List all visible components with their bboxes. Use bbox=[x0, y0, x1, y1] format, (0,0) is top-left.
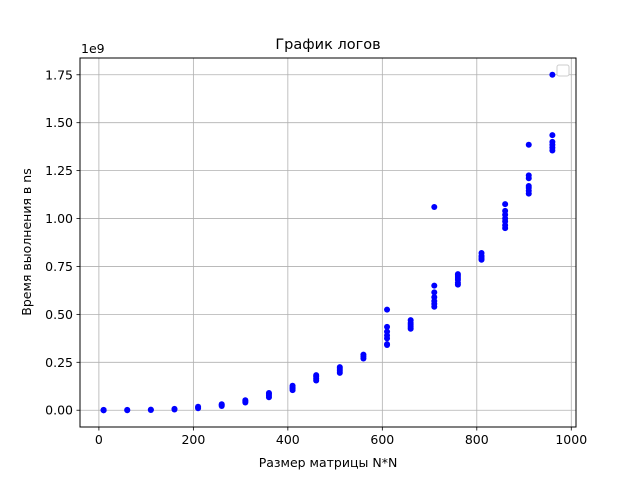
data-point bbox=[147, 406, 154, 413]
data-point bbox=[265, 389, 272, 396]
data-point bbox=[549, 132, 556, 139]
x-tick-label: 200 bbox=[181, 432, 205, 447]
data-point bbox=[502, 207, 509, 214]
data-point bbox=[100, 406, 107, 413]
data-point bbox=[454, 271, 461, 278]
x-tick-label: 0 bbox=[95, 432, 103, 447]
y-tick-label: 0.25 bbox=[45, 355, 73, 370]
data-point bbox=[336, 364, 343, 371]
data-point bbox=[502, 201, 509, 208]
x-tick-label: 800 bbox=[465, 432, 489, 447]
x-tick-label: 1000 bbox=[555, 432, 587, 447]
y-tick-label: 1.00 bbox=[45, 211, 73, 226]
data-point bbox=[313, 372, 320, 379]
data-point bbox=[525, 182, 532, 189]
data-point bbox=[478, 250, 485, 257]
legend-box bbox=[556, 64, 570, 77]
legend bbox=[556, 64, 570, 77]
data-point bbox=[384, 328, 391, 335]
y-tick-label: 0.00 bbox=[45, 403, 73, 418]
x-axis-label: Размер матрицы N*N bbox=[259, 455, 398, 470]
data-point bbox=[171, 405, 178, 412]
data-point bbox=[431, 204, 438, 211]
data-point bbox=[195, 403, 202, 410]
data-point bbox=[242, 397, 249, 404]
data-point bbox=[384, 323, 391, 330]
data-point bbox=[431, 294, 438, 301]
data-point bbox=[549, 71, 556, 78]
data-point bbox=[431, 289, 438, 296]
y-tick-label: 0.50 bbox=[45, 307, 73, 322]
data-point bbox=[525, 141, 532, 148]
axis-ticks: 0 200 400 600 800 1000 0.00 0.25 0.50 0.75 1.00 1.2… bbox=[45, 67, 587, 447]
data-point bbox=[218, 401, 225, 408]
y-tick-label: 1.75 bbox=[45, 67, 73, 82]
data-point bbox=[384, 306, 391, 313]
data-point bbox=[549, 138, 556, 145]
data-point bbox=[289, 382, 296, 389]
x-tick-label: 600 bbox=[370, 432, 394, 447]
data-point bbox=[431, 282, 438, 289]
y-tick-label: 0.75 bbox=[45, 259, 73, 274]
y-tick-label: 1.50 bbox=[45, 115, 73, 130]
x-tick-label: 400 bbox=[276, 432, 300, 447]
data-point bbox=[407, 317, 414, 324]
data-point bbox=[384, 341, 391, 348]
y-tick-label: 1.25 bbox=[45, 163, 73, 178]
grid bbox=[80, 58, 576, 427]
plot-frame bbox=[79, 57, 577, 428]
data-point bbox=[124, 406, 131, 413]
data-points bbox=[100, 71, 556, 414]
y-axis-label: Время выолнения в ns bbox=[19, 168, 34, 315]
chart-title: График логов bbox=[275, 37, 380, 53]
data-point bbox=[525, 172, 532, 179]
data-point bbox=[360, 351, 367, 358]
y-axis-offset-text: 1e9 bbox=[81, 41, 105, 56]
